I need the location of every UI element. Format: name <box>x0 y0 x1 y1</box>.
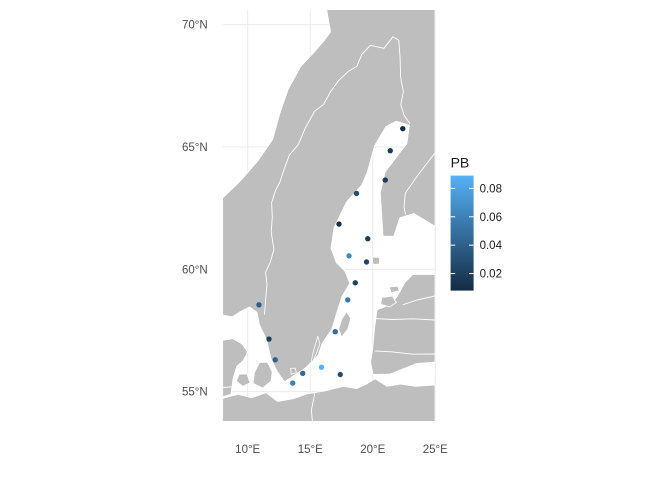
border-finland-russia <box>403 152 436 215</box>
y-tick-label: 55°N <box>182 387 208 399</box>
land-hiiumaa <box>388 285 400 293</box>
sample-point <box>272 357 278 363</box>
border-denmark-germany <box>222 386 233 388</box>
land-gotland <box>338 311 352 338</box>
legend-tick-label: 0.08 <box>480 183 502 195</box>
x-tick-label: 15°E <box>298 444 323 456</box>
sample-point <box>337 371 343 378</box>
x-tick-label: 20°E <box>360 444 385 456</box>
sample-point <box>290 380 296 386</box>
colorbar-gradient <box>450 175 474 291</box>
legend-tick-label: 0.06 <box>480 212 502 224</box>
sample-point <box>345 297 351 303</box>
border-sweden-finland <box>398 40 411 124</box>
y-tick-label: 70°N <box>182 20 208 32</box>
sample-point <box>256 302 262 308</box>
sample-point <box>332 329 338 335</box>
sample-point <box>346 253 352 259</box>
land-jutland <box>222 338 248 398</box>
sample-point <box>352 280 358 286</box>
land-funen <box>236 373 251 387</box>
land-saaremaa <box>380 295 397 308</box>
sample-point <box>387 147 393 154</box>
sample-point <box>336 221 342 227</box>
sample-point <box>365 236 371 242</box>
land-zealand <box>252 362 273 389</box>
land-bornholm <box>290 367 297 375</box>
x-axis: 10°E 15°E 20°E 25°E <box>235 444 448 456</box>
sample-point <box>363 259 370 265</box>
legend-title: PB <box>451 155 470 171</box>
sample-points <box>256 125 406 386</box>
land-aland <box>371 256 380 265</box>
legend: PB 0.02 0.04 0.06 0.08 <box>450 155 503 291</box>
border-norway-sweden <box>264 36 400 315</box>
sample-point <box>382 177 388 183</box>
map-panel <box>222 10 436 421</box>
sample-point <box>400 125 406 132</box>
country-borders <box>222 36 436 421</box>
sample-point <box>318 364 325 370</box>
x-tick-label: 25°E <box>423 444 448 456</box>
legend-tick-label: 0.04 <box>480 240 503 252</box>
colorbar: 0.02 0.04 0.06 0.08 <box>450 175 503 291</box>
sample-point <box>266 336 272 342</box>
y-tick-label: 60°N <box>182 264 208 276</box>
land-scandinavia <box>222 10 436 383</box>
x-tick-label: 10°E <box>235 444 260 456</box>
border-baltics <box>373 295 436 321</box>
land-central-europe <box>222 378 436 421</box>
y-tick-label: 65°N <box>182 142 208 154</box>
border-germany-poland <box>310 391 316 421</box>
y-axis: 70°N 65°N 60°N 55°N <box>182 20 208 399</box>
border-lithuania-kaliningrad <box>375 350 436 355</box>
sample-point <box>353 190 360 197</box>
land-oland <box>310 335 321 366</box>
sample-point <box>300 370 306 376</box>
border-kaliningrad-poland <box>374 371 436 381</box>
legend-tick-label: 0.02 <box>480 269 502 281</box>
